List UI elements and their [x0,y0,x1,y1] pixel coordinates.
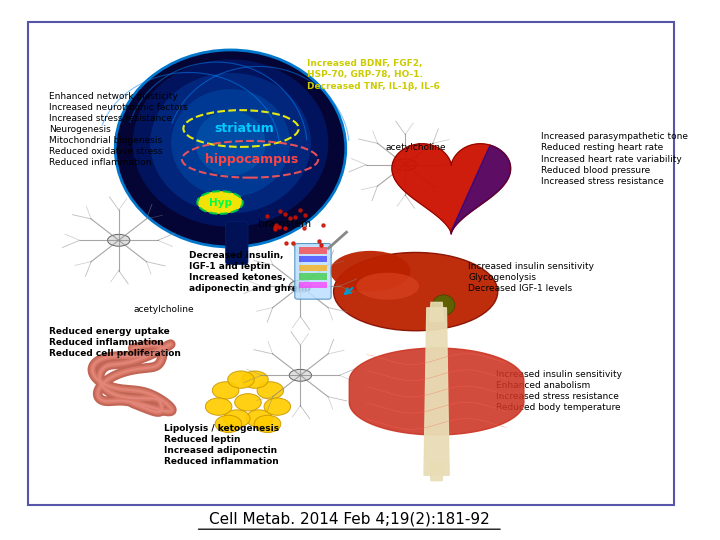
Ellipse shape [333,252,498,330]
Text: acetylcholine: acetylcholine [385,143,446,152]
Text: striatum: striatum [215,122,274,135]
Text: hippocampus: hippocampus [205,153,298,166]
Ellipse shape [264,398,291,415]
Polygon shape [430,302,444,321]
Text: Increased parasympathetic tone
Reduced resting heart rate
Increased heart rate v: Increased parasympathetic tone Reduced r… [541,132,688,186]
Polygon shape [349,348,524,435]
Ellipse shape [289,369,312,381]
Ellipse shape [107,234,130,246]
Ellipse shape [356,273,419,300]
Ellipse shape [246,410,272,427]
Polygon shape [392,144,510,234]
Ellipse shape [205,398,232,415]
Text: Increased insulin sensitivity
Enhanced anabolism
Increased stress resistance
Red: Increased insulin sensitivity Enhanced a… [496,370,622,412]
Ellipse shape [235,394,261,411]
FancyBboxPatch shape [299,247,327,254]
Ellipse shape [196,111,266,176]
Text: acetylcholine: acetylcholine [134,305,194,314]
Text: brainstem: brainstem [258,219,312,229]
Ellipse shape [132,59,328,227]
Ellipse shape [228,371,254,388]
Text: Reduced energy uptake
Reduced inflammation
Reduced cell proliferation: Reduced energy uptake Reduced inflammati… [49,327,181,358]
Ellipse shape [197,191,243,214]
Text: Lipolysis / ketogenesis
Reduced leptin
Increased adiponectin
Reduced inflammatio: Lipolysis / ketogenesis Reduced leptin I… [164,424,279,466]
FancyBboxPatch shape [299,273,327,280]
Ellipse shape [394,159,416,171]
Ellipse shape [171,89,290,197]
Text: Hyp: Hyp [209,198,232,207]
Text: Cell Metab. 2014 Feb 4;19(2):181-92: Cell Metab. 2014 Feb 4;19(2):181-92 [209,511,490,526]
FancyBboxPatch shape [294,244,331,299]
Polygon shape [430,462,444,481]
Ellipse shape [330,251,410,292]
Text: Decreased insulin,
IGF-1 and leptin
Increased ketones,
adiponectin and ghrelin: Decreased insulin, IGF-1 and leptin Incr… [189,251,310,293]
FancyBboxPatch shape [299,256,327,262]
Ellipse shape [223,410,250,427]
Ellipse shape [150,73,311,213]
Text: Increased BDNF, FGF2,
HSP-70, GRP-78, HO-1.
Decreased TNF, IL-1β, IL-6: Increased BDNF, FGF2, HSP-70, GRP-78, HO… [307,59,440,91]
FancyBboxPatch shape [299,265,327,271]
FancyBboxPatch shape [299,282,327,288]
Ellipse shape [289,280,312,292]
Ellipse shape [215,415,242,433]
Ellipse shape [115,50,346,247]
Ellipse shape [433,295,455,315]
Text: Enhanced network plasticity
Increased neurotrophic factors
Increased stress resi: Enhanced network plasticity Increased ne… [49,92,188,167]
Ellipse shape [242,371,269,388]
Ellipse shape [257,382,284,399]
Ellipse shape [212,382,239,399]
Text: Increased insulin sensitivity
Glycogenolysis
Decreased IGF-1 levels: Increased insulin sensitivity Glycogenol… [468,262,594,293]
FancyBboxPatch shape [225,221,248,265]
Polygon shape [451,145,510,234]
Polygon shape [424,308,449,475]
Ellipse shape [254,415,281,433]
